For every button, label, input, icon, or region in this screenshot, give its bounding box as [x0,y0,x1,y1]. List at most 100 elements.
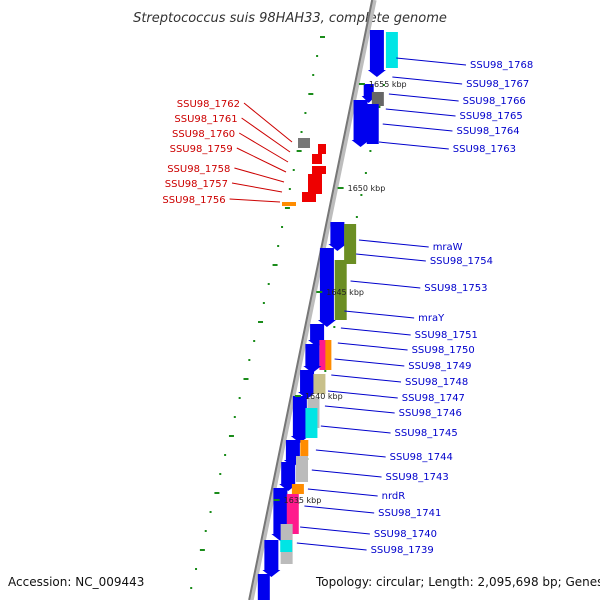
gene-label: SSU98_1758 [167,164,230,175]
gene-label: SSU98_1756 [162,195,225,206]
leader-line [311,469,382,478]
cds-arrow [310,324,325,340]
label-leader-lines [229,57,467,551]
feature-block [319,340,328,370]
cds-arrowhead [298,392,317,399]
gc-dot [267,283,270,285]
tick-label: 1655 kbp [369,80,407,89]
leader-line [358,239,429,248]
cds-arrowhead [262,570,281,577]
gc-dot [243,378,249,380]
gc-dot [364,172,367,174]
leader-line [396,57,467,66]
gene-label: nrdR [382,491,406,502]
highlight-cds [302,192,316,202]
tick-label: 1650 kbp [348,184,386,193]
cds-arrow [264,540,279,570]
gene-label: SSU98_1763 [453,144,516,155]
gene-label: SSU98_1768 [470,60,533,71]
leader-line [324,405,395,414]
tick-label: 1635 kbp [284,496,322,505]
leader-line [388,93,459,102]
feature-block [296,456,309,482]
highlight-cds [308,174,322,194]
feature-block [366,104,379,144]
genome-backbone [248,0,377,600]
gc-dot [195,568,198,570]
leader-line [331,374,402,383]
leader-line [300,526,370,535]
cds-arrow [330,222,345,244]
gc-dot [233,416,236,418]
gc-dot [228,435,234,437]
cds-arrowhead [328,244,347,251]
cds-arrow [353,100,368,140]
leader-line [320,425,391,434]
gc-dot [369,150,372,152]
gc-dot [312,74,315,76]
gc-dot [320,36,325,38]
cds-arrowhead [351,140,370,147]
cds-arrow [292,396,307,436]
leader-line [356,253,426,262]
gc-dot [199,549,205,551]
gene-label: mraY [418,313,445,324]
cds-arrow [305,344,320,366]
feature-block [344,224,357,264]
gc-dot [324,370,327,372]
kbp-ticks: 1655 kbp 1650 kbp 1645 kbp 1640 kbp 1635 kbp [273,80,407,505]
gc-dot [316,55,319,57]
gc-dot [281,226,284,228]
highlight-cds [312,154,322,164]
feature-block [313,374,326,394]
leader-line [385,108,456,117]
gene-label: SSU98_1762 [177,99,240,110]
topology-text: Topology: circular; Length: 2,095,698 bp… [315,575,600,589]
cds-arrow [281,462,296,484]
highlight-cds [318,144,326,154]
cds-arrowhead [367,70,386,77]
feature-block [280,540,293,552]
gene-label: SSU98_1750 [412,345,475,356]
feature-block [305,408,318,438]
gc-dot [272,264,278,266]
feature-block [334,260,347,320]
gene-label: SSU98_1746 [399,408,462,419]
gene-label: SSU98_1761 [174,114,237,125]
gene-label: SSU98_1767 [466,79,529,90]
gene-labels: SSU98_1768 SSU98_1767 SSU98_1766 SSU98_1765… [162,60,533,556]
gc-dot [204,530,207,532]
leader-line [392,76,463,85]
map-title: Streptococcus suis 98HAH33, complete gen… [133,11,447,26]
gc-dot [304,112,307,114]
gc-dot [258,321,264,323]
tick-label: 1640 kbp [305,392,343,401]
gene-label: SSU98_1759 [170,144,233,155]
gene-label: SSU98_1764 [456,126,519,137]
gene-label: SSU98_1741 [378,508,441,519]
leader-line [229,198,281,203]
gene-label: SSU98_1739 [371,545,434,556]
tick-label: 1645 kbp [326,288,364,297]
gc-dot [360,194,363,196]
leader-line [234,167,285,183]
gc-dot [219,473,222,475]
leader-line [304,505,375,514]
cds-arrow [300,370,315,392]
feature-block [385,32,398,68]
gene-label: SSU98_1760 [172,129,235,140]
leader-line [334,358,405,367]
gene-label: SSU98_1754 [430,256,493,267]
gc-dot [238,397,241,399]
feature-block [291,484,304,494]
leader-line [337,342,408,351]
cds-arrow [369,30,384,70]
cds-arrow [285,440,300,460]
gc-dot [308,93,314,95]
gc-dot [296,150,302,152]
cds-arrowhead [317,320,336,327]
backbone-edge [248,0,374,600]
leader-line [296,542,367,551]
gc-dot [277,245,280,247]
